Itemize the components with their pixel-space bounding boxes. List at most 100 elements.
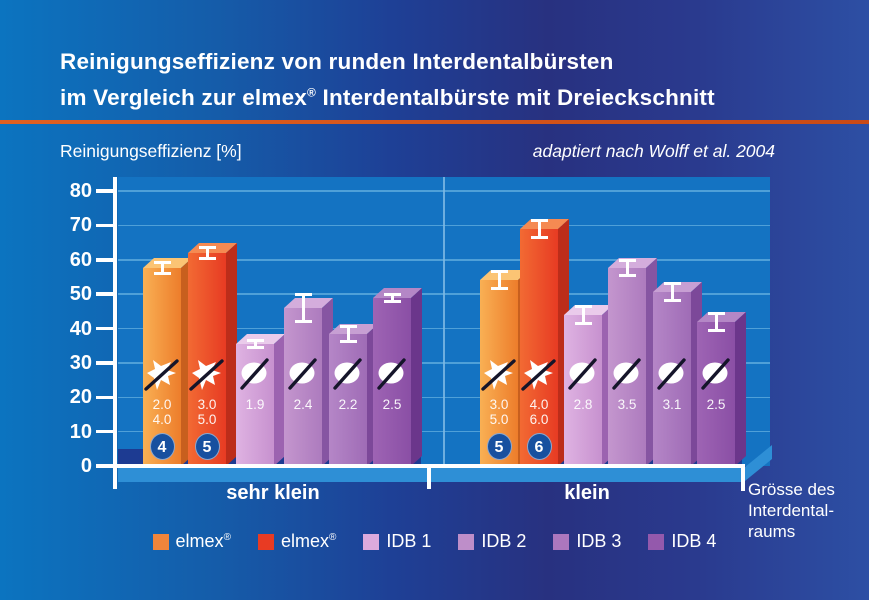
bar-side-face-sehr-klein-idb4 (411, 287, 422, 466)
iso-size-label: 5.0 (489, 412, 509, 427)
y-tick-label-40: 40 (69, 317, 92, 340)
y-tick-80 (96, 189, 113, 193)
iso-size-label: 2.4 (293, 397, 313, 412)
iso-size-label: 5.0 (197, 412, 217, 427)
legend-swatch (363, 533, 380, 550)
bar-annotation-sehr-klein-elmex_a: 2.0 4.0 4 (143, 358, 181, 460)
legend-label: IDB 3 (576, 531, 622, 551)
error-bar-sehr-klein-idb3 (339, 325, 357, 343)
error-bar-stem (346, 328, 350, 340)
size-badge: 5 (194, 433, 220, 460)
round-brush-icon (654, 358, 690, 397)
legend-label: IDB 4 (671, 531, 717, 551)
x-axis-line (98, 464, 745, 468)
y-tick-label-30: 30 (69, 351, 92, 374)
iso-size-label: 2.5 (382, 397, 402, 412)
x-axis-title-line1: Grösse des (748, 480, 835, 499)
title-line2: im Vergleich zur elmex® Interdentalbürst… (60, 85, 715, 110)
y-tick-label-10: 10 (69, 420, 92, 443)
iso-size-label: 3.0 (489, 397, 509, 412)
plot-area: 2.0 4.0 4 3.0 5.0 5 1.9 2.4 2.2 2.5 3.0 5.0 5 4.0 6.0 6… (118, 177, 770, 466)
bar-annotation-klein-idb4: 2.5 (697, 358, 735, 412)
bar-annotation-sehr-klein-idb3: 2.2 (329, 358, 367, 412)
title-line2-rest: Interdentalbürste mit Dreieckschnitt (316, 84, 715, 110)
category-label-klein: klein (564, 482, 610, 504)
legend-swatch (648, 533, 665, 550)
iso-size-label: 1.9 (245, 397, 265, 412)
x-axis-title: Grösse des Interdental- raums (748, 479, 866, 542)
iso-size-label: 3.0 (197, 397, 217, 412)
registered-mark: ® (307, 85, 317, 99)
round-brush-icon (565, 358, 601, 397)
legend-item-elmex-r: elmex® (257, 531, 337, 552)
legend-swatch (458, 533, 475, 550)
floor-band (118, 468, 745, 482)
bar-klein-elmex_b (520, 229, 558, 466)
y-tick-30 (96, 361, 113, 365)
legend-label: elmex® (175, 531, 231, 551)
error-bar-stem (253, 341, 257, 347)
legend-item-idb-1: IDB 1 (363, 531, 431, 552)
error-bar-stem (205, 249, 209, 257)
triangle-brush-icon (144, 358, 180, 397)
round-brush-icon (330, 358, 366, 397)
triangle-brush-icon (189, 358, 225, 397)
axis-end-tick (741, 464, 745, 491)
y-tick-10 (96, 429, 113, 434)
y-tick-label-80: 80 (69, 180, 92, 202)
iso-size-label: 3.1 (662, 397, 682, 412)
bar-annotation-sehr-klein-idb1: 1.9 (236, 358, 274, 412)
bar-side-face-klein-idb4 (735, 311, 746, 466)
legend-swatch (152, 533, 169, 550)
error-bar-klein-elmex_b (530, 218, 548, 240)
x-axis-title-line2: Interdental- (748, 501, 834, 520)
y-tick-50 (96, 292, 113, 296)
error-bar-stem (714, 314, 718, 330)
x-axis-title-line3: raums (748, 522, 796, 541)
title-block: Reinigungseffizienz von runden Interdent… (60, 46, 715, 113)
bar-klein-idb1 (564, 315, 602, 466)
y-tick-70 (96, 223, 113, 228)
iso-size-label: 2.0 (152, 397, 172, 412)
error-bar-stem (581, 307, 585, 323)
bar-annotation-klein-idb2: 3.5 (608, 358, 646, 412)
legend-label: elmex® (280, 531, 337, 551)
title-line1: Reinigungseffizienz von runden Interdent… (60, 49, 614, 74)
round-brush-icon (609, 358, 645, 397)
legend-label: IDB 1 (386, 531, 432, 551)
size-badge: 5 (486, 433, 512, 460)
error-bar-klein-idb2 (618, 259, 636, 277)
error-bar-klein-idb4 (707, 311, 725, 333)
y-tick-20 (96, 395, 113, 399)
error-bar-stem (625, 262, 629, 274)
bar-sehr-klein-idb3 (329, 334, 367, 466)
round-brush-icon (374, 358, 410, 397)
y-axis-line (113, 177, 117, 489)
bar-annotation-sehr-klein-idb2: 2.4 (284, 358, 322, 412)
bar-annotation-sehr-klein-idb4: 2.5 (373, 358, 411, 412)
error-bar-stem (537, 221, 541, 237)
category-separator-tick (427, 464, 431, 489)
title-line2-text: im Vergleich zur elmex (60, 84, 308, 110)
error-bar-stem (497, 272, 501, 288)
bar-sehr-klein-elmex_b (188, 253, 226, 466)
round-brush-icon (285, 358, 321, 397)
legend-item-idb-3: IDB 3 (553, 531, 621, 552)
registered-mark: ® (328, 532, 337, 543)
legend-item-idb-4: IDB 4 (648, 531, 716, 552)
registered-mark: ® (223, 532, 231, 543)
y-tick-label-20: 20 (69, 386, 92, 409)
error-bar-stem (670, 284, 674, 300)
error-bar-stem (301, 295, 305, 321)
iso-size-label: 4.0 (529, 397, 549, 412)
legend-label: IDB 2 (481, 531, 527, 551)
bar-annotation-klein-idb3: 3.1 (653, 358, 691, 412)
bar-annotation-klein-elmex_b: 4.0 6.0 6 (520, 358, 558, 460)
y-tick-label-0: 0 (80, 455, 92, 477)
legend-swatch (257, 533, 274, 550)
error-bar-klein-idb3 (663, 281, 681, 303)
iso-size-label: 2.8 (573, 397, 593, 412)
iso-size-label: 6.0 (529, 412, 549, 427)
round-brush-icon (698, 358, 734, 397)
